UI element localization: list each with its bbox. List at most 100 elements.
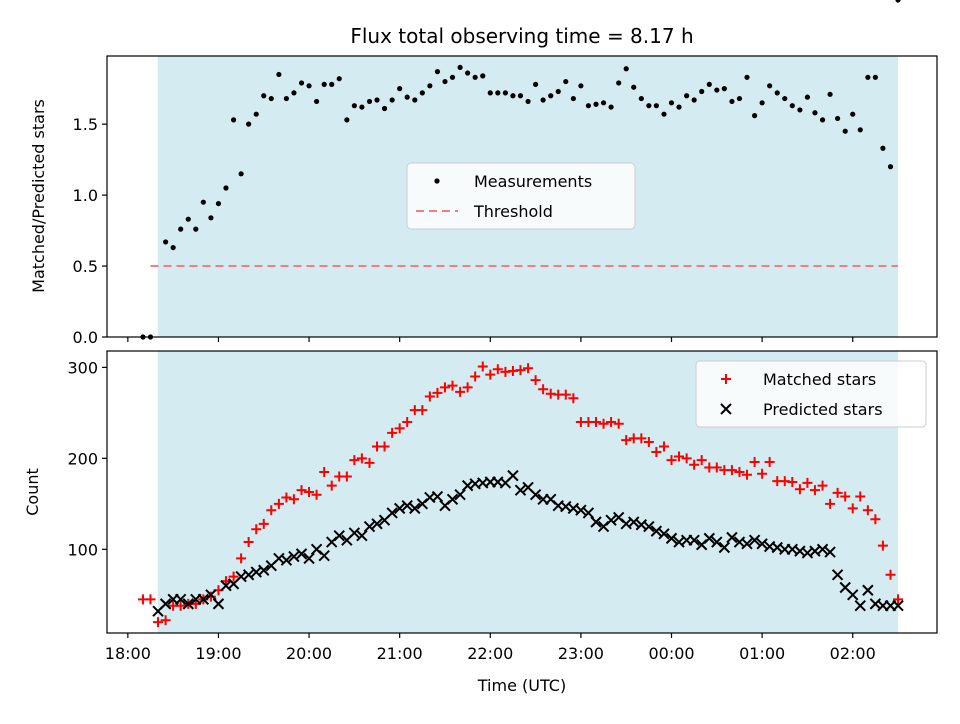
measurement-point <box>616 80 622 86</box>
x-tick-label: 21:00 <box>377 644 423 663</box>
measurement-point <box>751 113 758 119</box>
measurement-point <box>759 100 765 106</box>
predicted-star-point <box>303 552 315 565</box>
matched-star-point <box>492 364 503 375</box>
predicted-star-point <box>386 507 398 519</box>
matched-star-point <box>734 466 745 477</box>
measurement-point <box>540 97 546 103</box>
measurement-point <box>880 145 886 151</box>
predicted-star-point <box>703 532 716 545</box>
matched-star-point <box>175 600 186 611</box>
measurement-point <box>329 81 335 87</box>
matched-star-point <box>205 591 216 602</box>
matched-star-point <box>228 571 239 582</box>
top-panel: 0.0 0.5 1.0 1.5 Measurements Threshold <box>73 0 938 347</box>
matched-star-point <box>613 418 624 429</box>
predicted-star-point <box>529 489 542 501</box>
measurement-point <box>510 93 516 99</box>
matched-star-point <box>243 537 254 548</box>
predicted-star-point <box>575 504 587 516</box>
matched-star-point <box>273 498 284 509</box>
measurement-point <box>480 73 486 79</box>
matched-star-point <box>591 416 602 427</box>
matched-star-point <box>794 484 805 495</box>
top-panel-y-axis-label: Matched/Predicted stars <box>29 99 48 293</box>
predicted-star-point <box>854 600 866 612</box>
predicted-star-point <box>688 534 700 546</box>
measurement-point <box>261 93 267 99</box>
matched-star-point <box>462 382 473 393</box>
measurement-point <box>419 90 425 96</box>
measurement-point <box>427 83 433 89</box>
measurement-point <box>842 128 848 134</box>
measurement-point <box>827 91 833 97</box>
measurement-point <box>706 81 712 87</box>
y-tick-label: 0.5 <box>73 257 98 276</box>
measurement-point <box>215 200 222 207</box>
matched-star-point <box>145 594 156 605</box>
matched-star-point <box>538 384 549 395</box>
matched-star-point <box>817 480 828 491</box>
predicted-star-point <box>348 527 361 539</box>
measurement-point <box>525 98 531 105</box>
y-tick-label: 1.0 <box>73 186 98 205</box>
matched-star-point <box>251 524 262 535</box>
measurement-point <box>178 226 184 232</box>
matched-star-point <box>809 485 820 496</box>
matched-star-point <box>711 462 722 473</box>
predicted-star-point <box>401 499 413 512</box>
legend-label-predicted: Predicted stars <box>763 400 883 419</box>
y-tick-label: 0.0 <box>73 328 98 347</box>
predicted-star-point <box>650 525 663 537</box>
predicted-star-point <box>816 543 829 556</box>
measurement-point <box>465 70 471 76</box>
matched-star-point <box>447 380 458 391</box>
measurement-point <box>170 244 176 251</box>
predicted-star-point <box>409 502 421 515</box>
matched-star-point <box>568 393 579 404</box>
measurement-point <box>208 215 214 221</box>
predicted-star-point <box>824 546 836 558</box>
matched-star-point <box>847 503 858 514</box>
measurement-point <box>850 111 856 117</box>
matched-star-point <box>153 617 164 628</box>
predicted-star-point <box>318 549 330 562</box>
measurement-point <box>744 74 750 80</box>
measurement-point <box>668 100 675 106</box>
measurement-point <box>699 88 705 95</box>
matched-star-point <box>424 391 435 402</box>
measurement-point <box>389 97 395 103</box>
measurement-point <box>449 74 456 80</box>
x-tick-label: 20:00 <box>286 644 332 663</box>
matched-star-point <box>893 594 904 605</box>
measurement-point <box>653 103 659 109</box>
measurement-point <box>585 103 592 109</box>
matched-star-point <box>749 456 760 467</box>
matched-star-point <box>862 505 873 516</box>
measurement-point <box>600 100 607 106</box>
measurement-point <box>238 171 244 177</box>
measurement-point <box>404 94 410 100</box>
matched-star-point <box>787 476 798 487</box>
legend-marker-predicted <box>720 403 732 415</box>
measurement-point <box>344 117 350 123</box>
measurement-point <box>834 115 841 122</box>
measurement-point <box>532 81 539 87</box>
matched-star-point <box>485 369 496 380</box>
predicted-star-point <box>454 489 466 501</box>
matched-star-point <box>636 433 647 444</box>
matched-star-point <box>341 471 352 482</box>
predicted-star-point <box>718 541 731 554</box>
predicted-star-point <box>665 532 678 545</box>
predicted-star-point <box>288 550 300 563</box>
matched-star-point <box>802 477 813 488</box>
predicted-star-point <box>847 589 859 601</box>
x-tick-label: 00:00 <box>648 644 694 663</box>
measurement-point <box>804 94 811 100</box>
predicted-star-point <box>628 516 640 528</box>
measurement-point <box>857 127 863 133</box>
measurement-point <box>623 66 629 72</box>
x-tick-label: 18:00 <box>105 644 151 663</box>
measurement-point <box>366 98 373 105</box>
